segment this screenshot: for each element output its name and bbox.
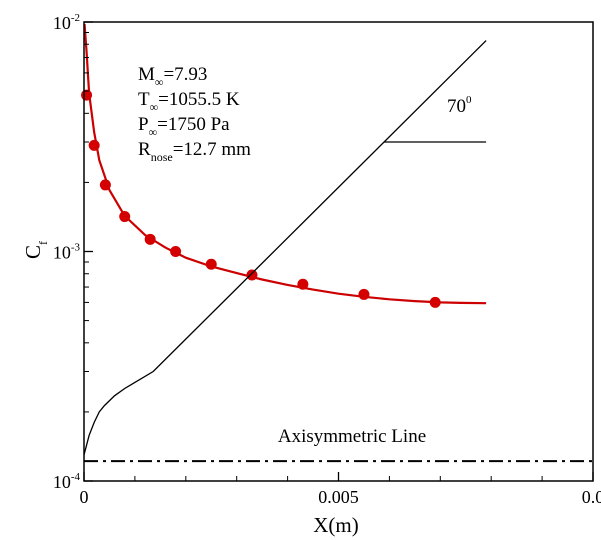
data-point-marker bbox=[170, 246, 182, 257]
condition-nose-radius: Rnose=12.7 mm bbox=[138, 139, 251, 164]
data-point-marker bbox=[119, 211, 131, 223]
y-tick-label: 10-4 bbox=[53, 471, 81, 492]
x-axis-title: X(m) bbox=[313, 513, 359, 537]
data-point-marker bbox=[205, 258, 217, 270]
y-axis-title: Cf bbox=[21, 241, 50, 259]
angle-label: 700 bbox=[447, 94, 472, 117]
condition-pressure: P∞=1750 Pa bbox=[138, 114, 230, 139]
tick-layer: 0 0.005 0.0 10-4 10-3 10-2 bbox=[53, 12, 601, 507]
x-tick-label: 0.005 bbox=[318, 487, 359, 507]
data-point-marker bbox=[88, 139, 100, 151]
y-axis-title-main: C bbox=[21, 245, 45, 259]
y-tick-label: 10-2 bbox=[53, 12, 80, 33]
data-point-marker bbox=[358, 288, 370, 300]
condition-mach: M∞=7.93 bbox=[138, 64, 207, 89]
conditions-block: M∞=7.93 T∞=1055.5 K P∞=1750 Pa Rnose=12.… bbox=[138, 64, 251, 164]
data-point-marker bbox=[144, 233, 156, 245]
axisymmetric-line-label: Axisymmetric Line bbox=[278, 426, 426, 447]
y-tick-label: 10-3 bbox=[53, 242, 81, 263]
x-tick-label: 0 bbox=[80, 487, 89, 507]
y-axis-title-sub: f bbox=[36, 241, 50, 245]
plot-layer bbox=[81, 23, 593, 463]
data-point-marker bbox=[99, 179, 111, 191]
body-geometry-line bbox=[83, 40, 487, 456]
x-tick-label: 0.0 bbox=[582, 487, 601, 507]
data-point-marker bbox=[246, 269, 258, 281]
data-point-marker bbox=[429, 296, 441, 308]
data-point-marker bbox=[297, 278, 309, 290]
condition-temperature: T∞=1055.5 K bbox=[138, 89, 240, 114]
